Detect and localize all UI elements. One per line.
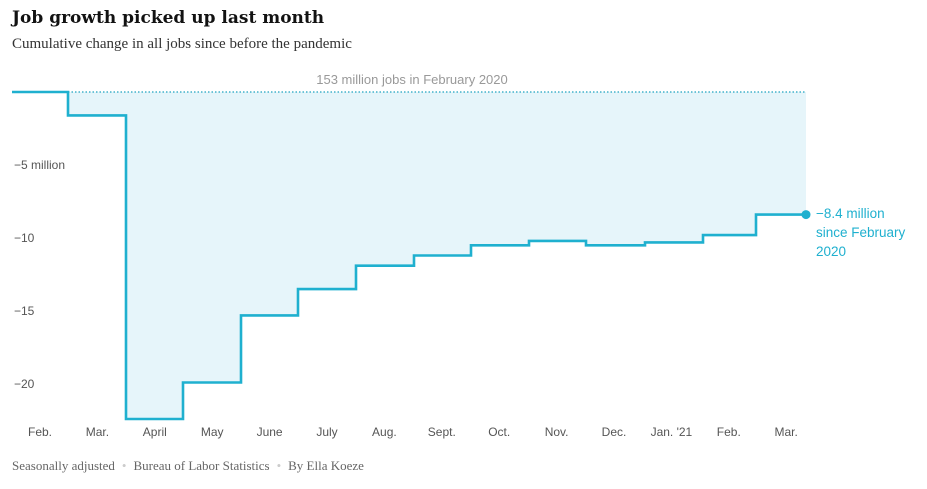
baseline-annotation: 153 million jobs in February 2020 (316, 72, 508, 87)
x-tick-label: May (201, 425, 224, 439)
x-tick-label: Dec. (602, 425, 627, 439)
x-tick-label: Mar. (775, 425, 798, 439)
footer-byline: By Ella Koeze (288, 458, 364, 473)
x-tick-label: Jan. '21 (651, 425, 693, 439)
x-tick-label: June (257, 425, 283, 439)
x-tick-label: Feb. (28, 425, 52, 439)
x-tick-label: Sept. (428, 425, 456, 439)
y-tick-label: −20 (14, 377, 35, 391)
footer-separator: • (276, 458, 282, 473)
chart-footer: Seasonally adjusted • Bureau of Labor Stat… (12, 458, 364, 474)
end-label: since February (816, 225, 906, 240)
x-tick-label: Nov. (545, 425, 569, 439)
x-tick-label: Mar. (86, 425, 109, 439)
footer-note: Seasonally adjusted (12, 458, 115, 473)
y-tick-label: −15 (14, 304, 35, 318)
x-tick-label: Feb. (717, 425, 741, 439)
x-tick-label: July (316, 425, 337, 439)
footer-separator: • (121, 458, 127, 473)
end-label: −8.4 million (816, 206, 885, 221)
end-point (801, 210, 811, 220)
y-tick-label: −10 (14, 231, 35, 245)
chart-subtitle: Cumulative change in all jobs since befo… (12, 36, 352, 52)
x-tick-label: Aug. (372, 425, 397, 439)
end-label: 2020 (816, 244, 846, 259)
chart-title: Job growth picked up last month (12, 8, 325, 28)
footer-source: Bureau of Labor Statistics (133, 458, 270, 473)
area-fill (12, 92, 806, 419)
x-tick-label: Oct. (488, 425, 510, 439)
y-tick-label: −5 million (14, 158, 65, 172)
x-tick-label: April (143, 425, 167, 439)
series-line (12, 90, 806, 421)
